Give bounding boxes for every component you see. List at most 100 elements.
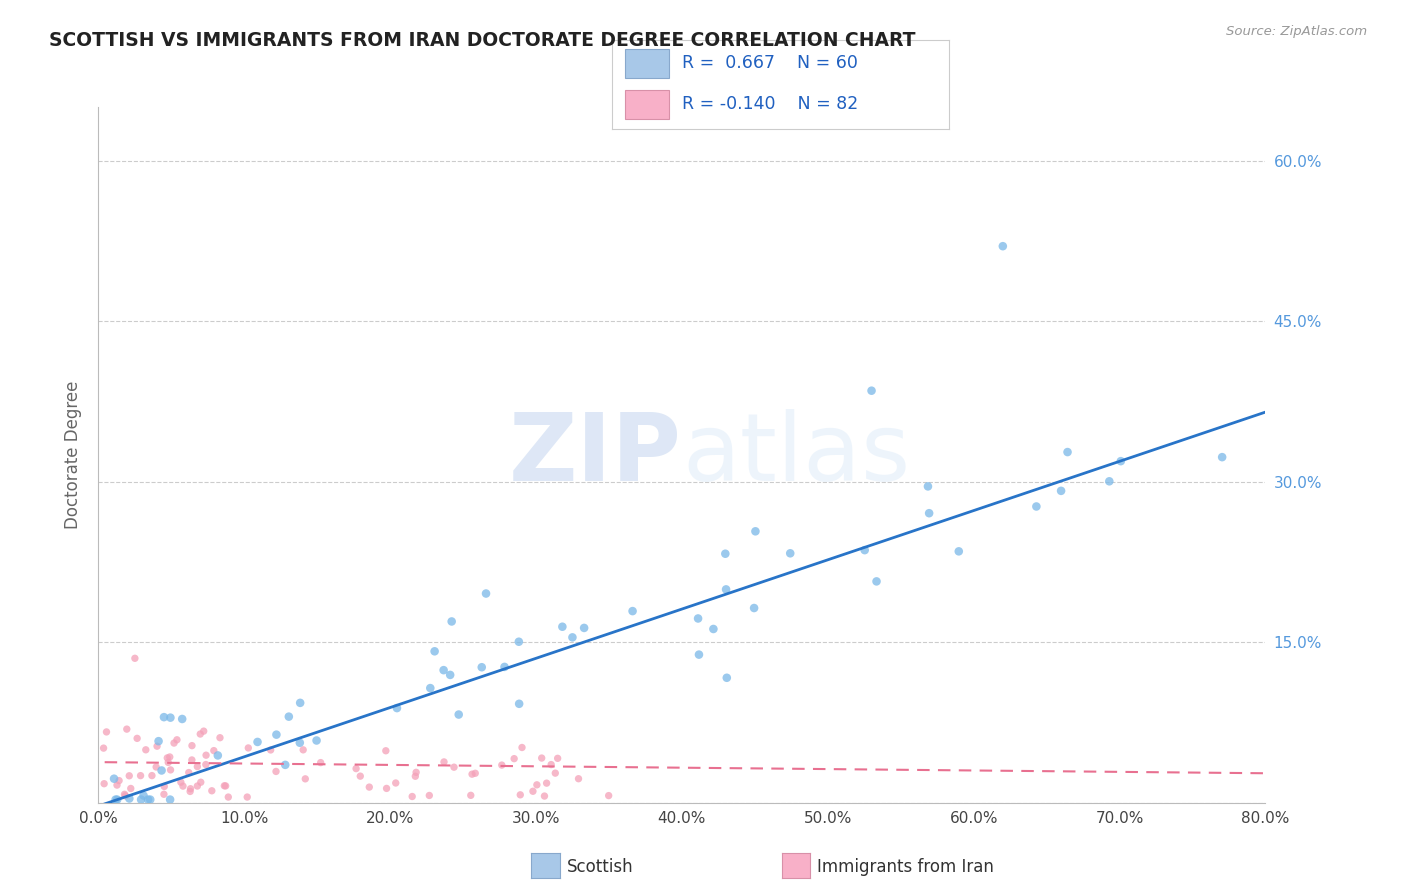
Point [129, 792, 152, 806]
Point [136, 792, 159, 806]
Text: R = -0.140    N = 82: R = -0.140 N = 82 [682, 95, 859, 113]
Point [714, 582, 737, 597]
Point [1098, 475, 1121, 489]
Point [447, 707, 470, 722]
Text: Source: ZipAtlas.com: Source: ZipAtlas.com [1226, 25, 1367, 38]
Point [153, 787, 176, 801]
Point [494, 660, 516, 674]
Point [742, 601, 765, 615]
Point [266, 728, 288, 742]
Point [309, 756, 332, 770]
Point [159, 750, 181, 764]
Point [439, 668, 461, 682]
Point [401, 789, 423, 804]
Point [156, 751, 179, 765]
Point [359, 780, 381, 794]
Point [159, 763, 181, 777]
Point [104, 792, 127, 806]
Point [948, 544, 970, 558]
Point [246, 735, 269, 749]
Text: SCOTTISH VS IMMIGRANTS FROM IRAN DOCTORATE DEGREE CORRELATION CHART: SCOTTISH VS IMMIGRANTS FROM IRAN DOCTORA… [49, 31, 915, 50]
Point [135, 743, 157, 757]
Point [108, 773, 131, 788]
Point [385, 701, 408, 715]
Point [1025, 500, 1047, 514]
Point [193, 724, 215, 739]
Point [598, 789, 620, 803]
Point [526, 778, 548, 792]
Point [208, 731, 231, 745]
Point [159, 711, 181, 725]
Point [714, 547, 737, 561]
FancyBboxPatch shape [626, 90, 669, 119]
Point [288, 696, 311, 710]
Point [207, 748, 229, 763]
Point [460, 789, 482, 803]
Point [702, 622, 724, 636]
Point [118, 791, 141, 805]
Point [166, 732, 188, 747]
Point [201, 784, 224, 798]
Point [274, 757, 297, 772]
Text: atlas: atlas [682, 409, 910, 501]
Point [1056, 445, 1078, 459]
Point [1211, 450, 1233, 464]
Point [194, 757, 217, 772]
Point [277, 709, 299, 723]
Point [264, 764, 287, 779]
Point [561, 631, 583, 645]
Point [404, 769, 426, 783]
Point [124, 651, 146, 665]
Point [129, 769, 152, 783]
Point [744, 524, 766, 539]
Point [139, 792, 162, 806]
Point [288, 736, 311, 750]
Point [423, 644, 446, 658]
Point [405, 765, 427, 780]
Point [153, 710, 176, 724]
Point [991, 239, 1014, 253]
Point [1050, 483, 1073, 498]
Point [418, 789, 440, 803]
Point [419, 681, 441, 695]
Point [536, 776, 558, 790]
Point [572, 621, 595, 635]
Point [141, 769, 163, 783]
Point [190, 775, 212, 789]
Point [508, 697, 530, 711]
Point [533, 789, 555, 803]
Point [150, 764, 173, 778]
Point [440, 615, 463, 629]
Point [779, 546, 801, 560]
Point [236, 790, 259, 805]
Point [860, 384, 883, 398]
Point [917, 479, 939, 493]
Point [547, 751, 569, 765]
Point [375, 781, 398, 796]
Point [433, 663, 456, 677]
Point [195, 748, 218, 763]
Point [540, 757, 562, 772]
Y-axis label: Doctorate Degree: Doctorate Degree [65, 381, 83, 529]
Point [716, 671, 738, 685]
Point [214, 779, 236, 793]
Point [551, 620, 574, 634]
Point [179, 784, 201, 798]
Point [172, 712, 194, 726]
Point [461, 767, 484, 781]
Point [503, 752, 526, 766]
Point [865, 574, 887, 589]
Text: Scottish: Scottish [567, 858, 633, 876]
Point [443, 760, 465, 774]
Point [96, 725, 118, 739]
Point [522, 784, 544, 798]
Point [217, 790, 239, 805]
Point [105, 792, 128, 806]
Point [259, 743, 281, 757]
Point [530, 751, 553, 765]
Point [349, 769, 371, 783]
Point [510, 740, 533, 755]
Point [294, 772, 316, 786]
Point [181, 739, 204, 753]
Point [374, 744, 396, 758]
